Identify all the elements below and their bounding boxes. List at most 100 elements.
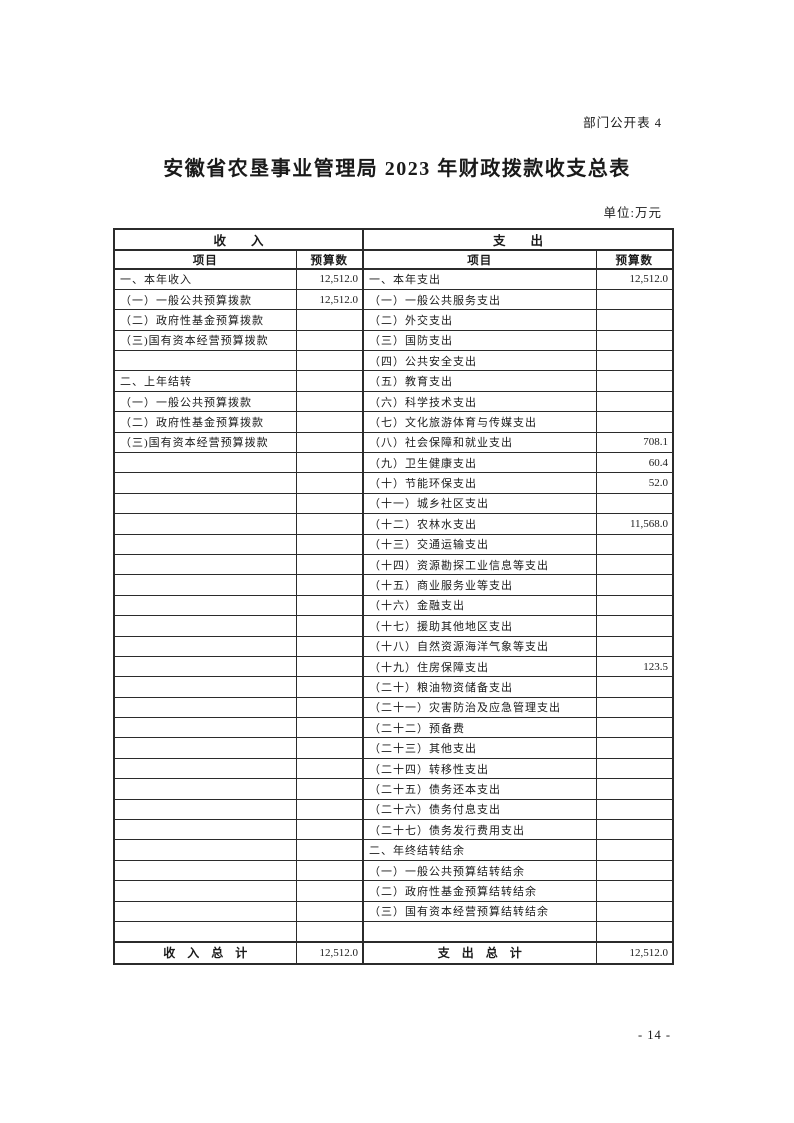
income-value-cell: [295, 635, 365, 657]
income-item-cell: [113, 553, 297, 576]
expense-value-cell: [595, 370, 674, 392]
table-row: （二）政府性基金预算结转结余: [113, 880, 674, 902]
table-row: [113, 920, 674, 943]
income-item-cell: （一）一般公共预算拨款: [113, 288, 297, 311]
expense-value-cell: [595, 880, 674, 902]
income-value-cell: [295, 778, 365, 800]
expense-value-cell: 708.1: [595, 431, 674, 454]
income-value-cell: [295, 880, 365, 902]
income-item-column-header: 项目: [113, 249, 297, 270]
income-item-cell: [113, 594, 297, 617]
expense-item-cell: （十九）住房保障支出: [362, 655, 597, 678]
table-row: （十三）交通运输支出: [113, 533, 674, 555]
income-value-cell: [295, 859, 365, 882]
income-value-cell: [295, 717, 365, 739]
expense-value-cell: 11,568.0: [595, 513, 674, 535]
income-value-cell: [295, 900, 365, 923]
expense-value-cell: [595, 819, 674, 841]
table-row: （二十一）灾害防治及应急管理支出: [113, 696, 674, 719]
expense-value-cell: 123.5: [595, 655, 674, 678]
table-row: （四）公共安全支出: [113, 350, 674, 372]
expense-item-cell: （二十六）债务付息支出: [362, 798, 597, 821]
income-item-cell: [113, 920, 297, 943]
page-title: 安徽省农垦事业管理局 2023 年财政拨款收支总表: [163, 158, 631, 180]
expense-budget-column-header: 预算数: [595, 249, 674, 270]
expense-value-cell: 12,512.0: [595, 268, 674, 290]
income-value-cell: [295, 676, 365, 698]
expense-value-cell: [595, 533, 674, 555]
income-value-cell: [295, 696, 365, 719]
expense-value-cell: [595, 859, 674, 882]
income-value-cell: [295, 574, 365, 596]
expense-item-cell: （二）外交支出: [362, 309, 597, 331]
income-value-cell: [295, 329, 365, 352]
income-item-cell: 二、上年结转: [113, 370, 297, 392]
expense-item-cell: （十七）援助其他地区支出: [362, 615, 597, 637]
table-row: （三）国有资本经营预算结转结余: [113, 900, 674, 923]
table-row: 二、上年结转 （五）教育支出: [113, 370, 674, 392]
income-item-cell: （一）一般公共预算拨款: [113, 390, 297, 413]
expense-value-cell: [595, 615, 674, 637]
income-item-cell: [113, 574, 297, 596]
expense-item-cell: （二十四）转移性支出: [362, 757, 597, 780]
income-value-cell: [295, 431, 365, 454]
income-item-cell: （二）政府性基金预算拨款: [113, 309, 297, 331]
expense-item-cell: （十六）金融支出: [362, 594, 597, 617]
expense-item-cell: （二）政府性基金预算结转结余: [362, 880, 597, 902]
income-value-cell: [295, 594, 365, 617]
income-budget-column-header: 预算数: [295, 249, 365, 270]
expense-value-cell: [595, 309, 674, 331]
expense-item-cell: （三）国防支出: [362, 329, 597, 352]
income-item-cell: [113, 492, 297, 515]
table-row: （十一）城乡社区支出: [113, 492, 674, 515]
income-item-cell: [113, 635, 297, 657]
income-value-cell: 12,512.0: [295, 288, 365, 311]
expense-value-cell: [595, 288, 674, 311]
expense-item-cell: （二十七）债务发行费用支出: [362, 819, 597, 841]
income-value-cell: [295, 370, 365, 392]
expense-value-cell: [595, 574, 674, 596]
expense-value-cell: [595, 329, 674, 352]
income-value-cell: [295, 309, 365, 331]
table-row: （十四）资源勘探工业信息等支出: [113, 553, 674, 576]
table-row: （二十）粮油物资储备支出: [113, 676, 674, 698]
income-value-cell: [295, 737, 365, 759]
unit-label: 单位:万元: [603, 206, 662, 220]
income-value-cell: [295, 513, 365, 535]
income-item-cell: [113, 533, 297, 555]
expense-value-cell: [595, 839, 674, 861]
table-row: 二、年终结转结余: [113, 839, 674, 861]
expense-value-cell: [595, 737, 674, 759]
income-value-cell: [295, 472, 365, 494]
income-item-cell: [113, 900, 297, 923]
income-item-cell: [113, 757, 297, 780]
expense-item-cell: （十二）农林水支出: [362, 513, 597, 535]
expense-item-cell: [362, 920, 597, 943]
expense-value-cell: [595, 492, 674, 515]
page-number: - 14 -: [638, 1028, 672, 1042]
income-item-cell: [113, 615, 297, 637]
expense-value-cell: [595, 390, 674, 413]
expense-item-cell: （十）节能环保支出: [362, 472, 597, 494]
expense-item-cell: （二十三）其他支出: [362, 737, 597, 759]
expense-value-cell: [595, 635, 674, 657]
income-item-cell: 一、本年收入: [113, 268, 297, 290]
income-total-label: 收 入 总 计: [113, 940, 297, 965]
table-row: （十九）住房保障支出 123.5: [113, 655, 674, 678]
expense-item-cell: （七）文化旅游体育与传媒支出: [362, 411, 597, 433]
expense-item-cell: （三）国有资本经营预算结转结余: [362, 900, 597, 923]
expense-value-cell: 60.4: [595, 452, 674, 474]
income-value-cell: [295, 350, 365, 372]
income-value-cell: [295, 615, 365, 637]
expense-item-cell: （六）科学技术支出: [362, 390, 597, 413]
income-value-cell: [295, 798, 365, 821]
table-row: 一、本年收入 12,512.0 一、本年支出 12,512.0: [113, 268, 674, 290]
expense-item-cell: （十八）自然资源海洋气象等支出: [362, 635, 597, 657]
expense-value-cell: [595, 757, 674, 780]
table-row: （二十二）预备费: [113, 717, 674, 739]
income-value-cell: [295, 655, 365, 678]
income-item-cell: [113, 696, 297, 719]
expense-item-cell: （二十一）灾害防治及应急管理支出: [362, 696, 597, 719]
income-item-cell: [113, 676, 297, 698]
